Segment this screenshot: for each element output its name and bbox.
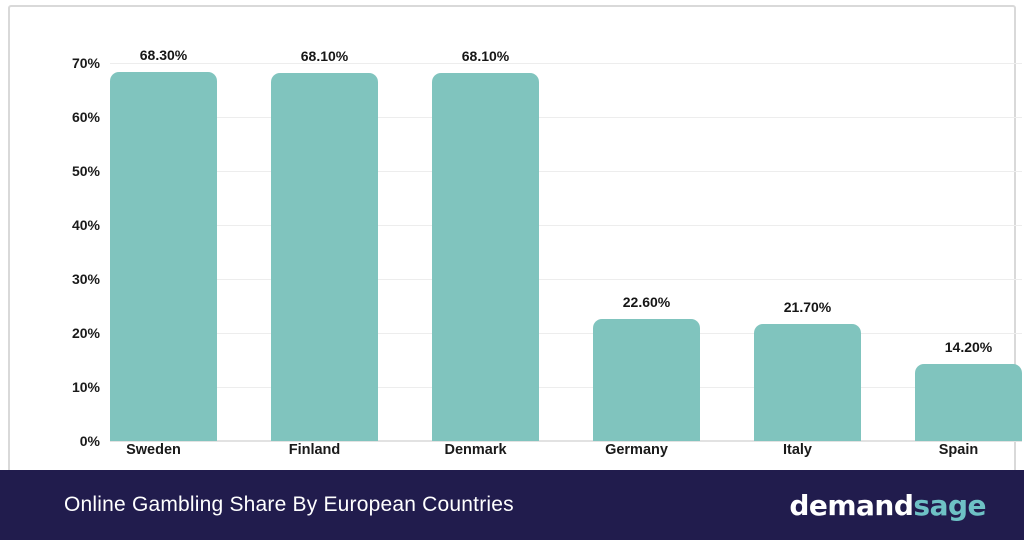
x-axis-label-germany: Germany (605, 442, 668, 458)
bar-value-label-sweden: 68.30% (139, 47, 188, 64)
y-tick-label-30: 30% (71, 271, 100, 287)
bar-denmark: 68.10% (432, 48, 539, 441)
bar-finland: 68.10% (271, 48, 378, 441)
demandsage-logo: demandsage (789, 489, 986, 522)
gridline-10 (110, 387, 1022, 388)
gridline-50 (110, 171, 1022, 172)
x-axis-label-finland: Finland (288, 442, 341, 458)
gridline-0 (110, 440, 1022, 442)
logo-text-sage: sage (913, 488, 986, 522)
chart-title: Online Gambling Share By European Countr… (64, 493, 514, 516)
bar-sweden: 68.30% (110, 47, 217, 441)
x-axis-label-italy: Italy (782, 442, 812, 458)
bar-germany: 22.60% (593, 294, 700, 441)
logo-text-demand: demand (789, 488, 914, 522)
y-tick-label-20: 20% (71, 325, 100, 341)
bar-value-label-denmark: 68.10% (461, 48, 510, 65)
bar-spain: 14.20% (915, 339, 1022, 441)
bar-value-label-finland: 68.10% (300, 48, 349, 65)
y-tick-label-40: 40% (71, 217, 100, 233)
gridline-60 (110, 117, 1022, 118)
y-tick-label-60: 60% (71, 109, 100, 125)
bar-chart-plot-area: 70% 60% 50% 40% 30% 20% 10% 0% 68.30% 68.10% 68.10… (72, 47, 1022, 449)
bar-value-label-spain: 14.20% (944, 339, 993, 356)
bar-italy: 21.70% (754, 299, 861, 441)
chart-card: 70% 60% 50% 40% 30% 20% 10% 0% 68.30% 68.10% 68.10… (8, 5, 1022, 485)
bars-row: 68.30% 68.10% 68.10% 22.60% 21.70% 14.20% (110, 47, 1022, 441)
x-axis-label-denmark: Denmark (444, 442, 507, 458)
x-axis-category-labels: Sweden Finland Denmark Germany Italy Spain (100, 442, 1012, 458)
gridline-70 (110, 63, 1022, 64)
bar-value-label-germany: 22.60% (622, 293, 671, 310)
x-axis-label-sweden: Sweden (126, 442, 181, 458)
bar-value-label-italy: 21.70% (783, 298, 832, 315)
y-tick-label-0: 0% (79, 433, 100, 449)
gridline-20 (110, 333, 1022, 334)
x-axis-label-spain: Spain (938, 442, 979, 458)
y-tick-label-50: 50% (71, 163, 100, 179)
y-tick-label-10: 10% (71, 379, 100, 395)
gridline-40 (110, 225, 1022, 226)
gridline-30 (110, 279, 1022, 280)
y-tick-label-70: 70% (71, 55, 100, 71)
footer-bar: Online Gambling Share By European Countr… (0, 470, 1024, 540)
